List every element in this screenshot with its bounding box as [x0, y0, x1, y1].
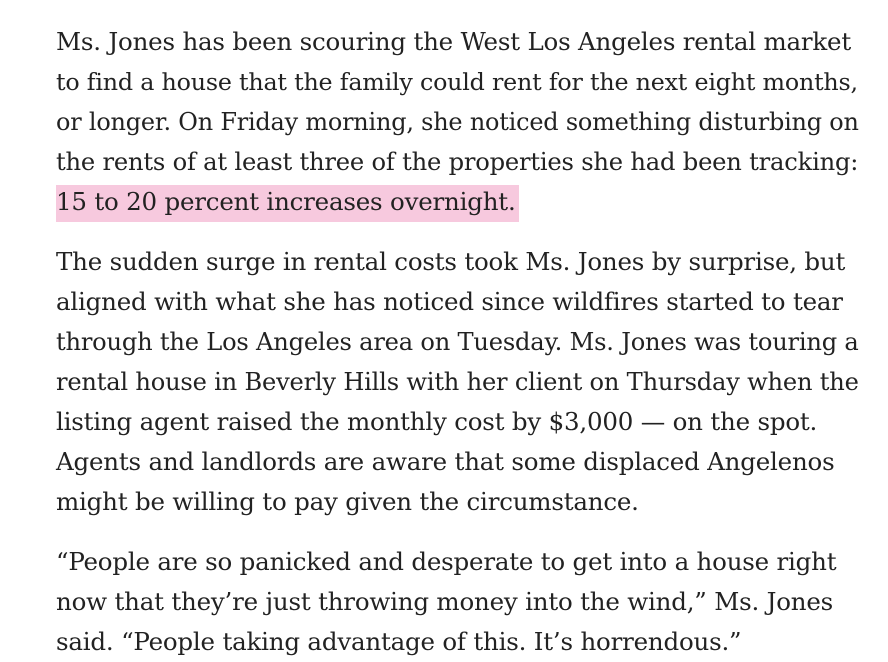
text-line: “People are so panicked and desperate to…	[56, 547, 837, 576]
text-line: or longer. On Friday morning, she notice…	[56, 108, 859, 136]
text-line: might be willing to pay given the circum…	[56, 487, 639, 516]
text-line: rental house in Beverly Hills with her c…	[56, 368, 859, 396]
text-line: now that they’re just throwing money int…	[56, 587, 834, 616]
text-line: listing agent raised the monthly cost by…	[56, 407, 818, 436]
text-line: the rents of at least three of the prope…	[56, 148, 859, 176]
highlighted-text: 15 to 20 percent increases overnight.	[56, 185, 519, 222]
text-line: to find a house that the family could re…	[56, 68, 858, 96]
article-body: Ms. Jones has been scouring the West Los…	[56, 22, 866, 662]
text-line: The sudden surge in rental costs took Ms…	[56, 247, 846, 276]
highlighted-line-wrapper: 15 to 20 percent increases overnight.	[56, 182, 866, 222]
text-line: Ms. Jones has been scouring the West Los…	[56, 27, 851, 56]
text-line: said. “People taking advantage of this. …	[56, 627, 742, 656]
text-line: through the Los Angeles area on Tuesday.…	[56, 328, 859, 356]
text-line: aligned with what she has noticed since …	[56, 287, 843, 316]
paragraph-1: Ms. Jones has been scouring the West Los…	[56, 22, 866, 222]
text-line: Agents and landlords are aware that some…	[56, 447, 835, 476]
paragraph-2: The sudden surge in rental costs took Ms…	[56, 242, 866, 522]
paragraph-3: “People are so panicked and desperate to…	[56, 542, 866, 662]
